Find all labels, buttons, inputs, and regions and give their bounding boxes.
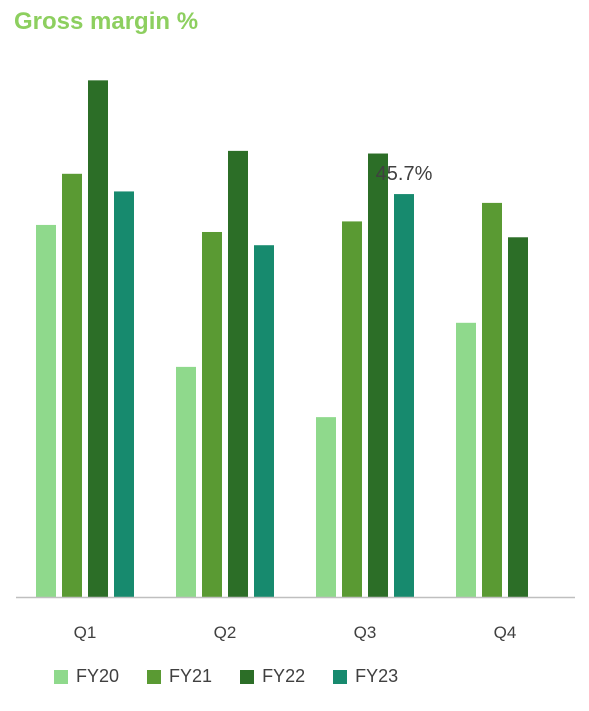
bars-group: [36, 80, 528, 598]
bar-fy23-q2: [254, 245, 274, 597]
x-tick-label-q3: Q3: [354, 623, 377, 642]
legend-item-fy20: FY20: [54, 666, 119, 687]
legend-label: FY22: [262, 666, 306, 686]
legend-swatch: [333, 669, 348, 684]
chart-title: Gross margin %: [14, 8, 199, 35]
legend-item-fy22: FY22: [240, 666, 305, 687]
legend-item-fy23: FY23: [333, 666, 398, 687]
bar-fy21-q2: [202, 231, 222, 598]
bar-fy21-q4: [482, 202, 502, 597]
bar-fy23-q1: [114, 191, 134, 597]
bar-fy22-q2: [228, 150, 248, 598]
bar-fy20-q4: [456, 322, 476, 597]
x-tick-label-q2: Q2: [214, 623, 237, 642]
legend: FY20 FY21 FY22 FY23: [54, 666, 426, 687]
x-tick-label-q1: Q1: [74, 623, 97, 642]
bar-fy22-q3: [368, 153, 388, 597]
bar-fy20-q2: [176, 366, 196, 597]
bar-fy21-q1: [62, 173, 82, 598]
bar-fy22-q1: [88, 80, 108, 598]
x-tick-label-q4: Q4: [494, 623, 517, 642]
legend-item-fy21: FY21: [147, 666, 212, 687]
legend-swatch: [54, 669, 68, 684]
legend-label: FY21: [169, 666, 213, 686]
bar-fy20-q3: [316, 417, 336, 597]
x-tick-labels: Q1 Q2 Q3 Q4: [74, 623, 517, 642]
legend-swatch: [147, 669, 162, 684]
bar-fy21-q3: [342, 221, 362, 597]
bar-fy23-q3: [394, 194, 414, 597]
data-labels: 45.7%: [376, 163, 433, 185]
bar-fy22-q4: [508, 237, 528, 597]
legend-swatch: [240, 669, 255, 684]
legend-label: FY20: [76, 666, 120, 686]
data-label-fy23-q3: 45.7%: [376, 163, 433, 185]
legend-label: FY23: [355, 666, 399, 686]
bar-fy20-q1: [36, 224, 56, 598]
